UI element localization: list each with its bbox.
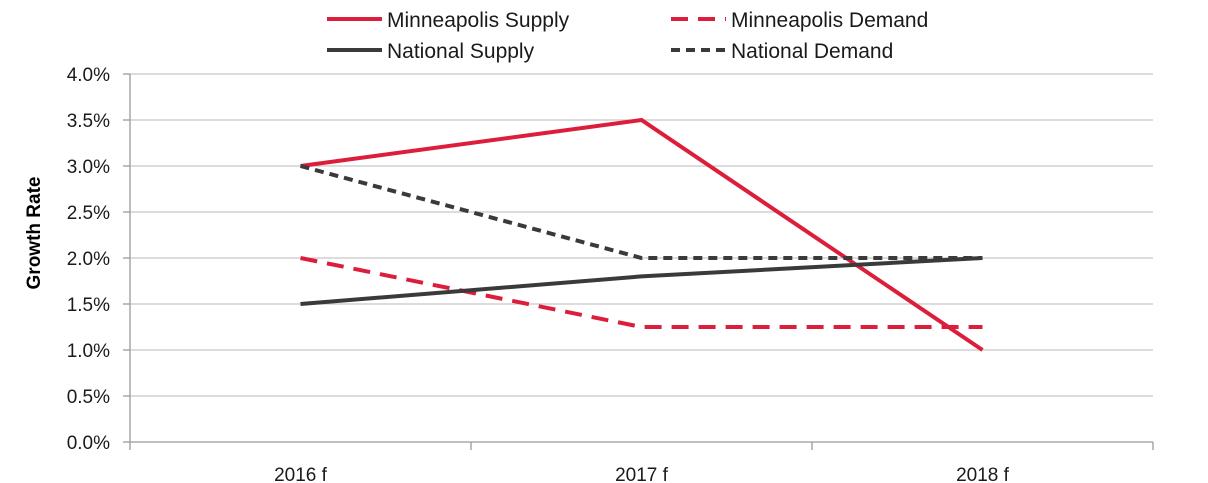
- legend: Minneapolis Supply Minneapolis Demand Nati…: [327, 9, 928, 63]
- series-line-national-supply: [300, 256, 983, 306]
- legend-label-national-supply: National Supply: [387, 40, 535, 63]
- x-tick-labels: 2016 f 2017 f 2018 f: [274, 465, 1010, 483]
- series-line-minneapolis-supply: [300, 117, 984, 352]
- x-tick-label: 2016 f: [274, 465, 328, 483]
- y-axis-title: Growth Rate: [24, 177, 45, 290]
- x-tick-label: 2017 f: [615, 465, 669, 483]
- y-tick-label: 0.5%: [67, 387, 110, 408]
- y-tick-labels: 0.0% 0.5% 1.0% 1.5% 2.0% 2.5% 3.0% 3.5% 4.0%: [67, 65, 110, 454]
- y-tick-label: 2.0%: [67, 249, 110, 270]
- legend-label-minneapolis-supply: Minneapolis Supply: [387, 9, 570, 32]
- series-line-minneapolis-demand: [300, 256, 983, 329]
- legend-label-minneapolis-demand: Minneapolis Demand: [731, 9, 928, 32]
- x-tick-label: 2018 f: [956, 465, 1010, 483]
- y-tick-label: 3.5%: [67, 111, 110, 132]
- series-lines: [299, 117, 984, 352]
- y-tick-label: 0.0%: [67, 433, 110, 454]
- y-tick-label: 3.0%: [67, 157, 110, 178]
- y-tick-label: 4.0%: [67, 65, 110, 86]
- series-line-national-demand: [299, 164, 983, 260]
- y-tick-label: 1.0%: [67, 341, 110, 362]
- legend-label-national-demand: National Demand: [731, 40, 893, 63]
- y-tick-label: 2.5%: [67, 203, 110, 224]
- axes: [123, 73, 1154, 450]
- y-tick-label: 1.5%: [67, 295, 110, 316]
